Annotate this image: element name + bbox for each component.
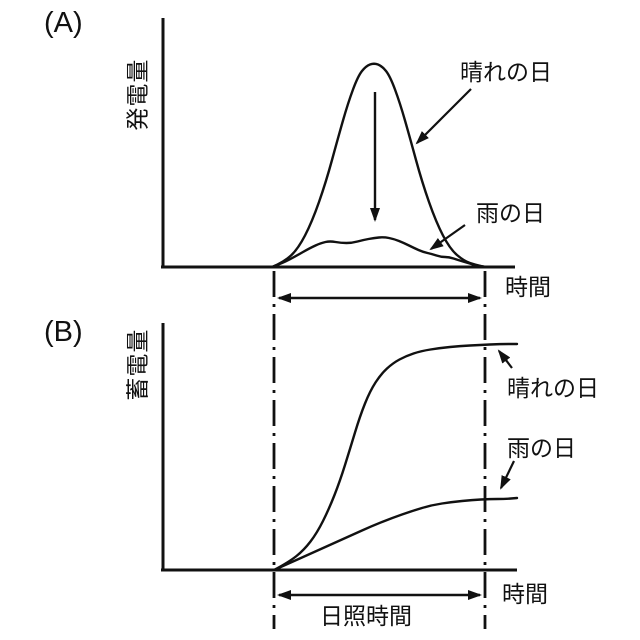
a-sunny-curve	[270, 62, 488, 269]
a-y-axis-label: 発電量	[124, 58, 151, 131]
b-sunny-pointer-arrow	[497, 349, 513, 369]
panel-b-label: (B)	[44, 316, 83, 348]
panel-a-label: (A)	[44, 7, 83, 39]
a-rainy-label: 雨の日	[476, 200, 545, 226]
b-sunny-label: 晴れの日	[507, 375, 599, 401]
b-x-axis-label: 時間	[502, 581, 548, 607]
b-rainy-curve	[272, 496, 519, 572]
b-sunny-curve	[272, 342, 519, 572]
b-rainy-label: 雨の日	[507, 435, 576, 461]
b-rainy-pointer-arrow	[500, 460, 515, 490]
a-rainy-curve	[270, 236, 489, 269]
sunshine-duration-label: 日照時間	[320, 603, 412, 629]
a-rainy-pointer-arrow	[429, 224, 466, 251]
b-y-axis-label: 蓄電量	[124, 328, 151, 401]
a-x-axis-label: 時間	[505, 274, 551, 300]
a-sunny-pointer-arrow	[415, 88, 472, 145]
a-sunny-label: 晴れの日	[460, 59, 552, 85]
